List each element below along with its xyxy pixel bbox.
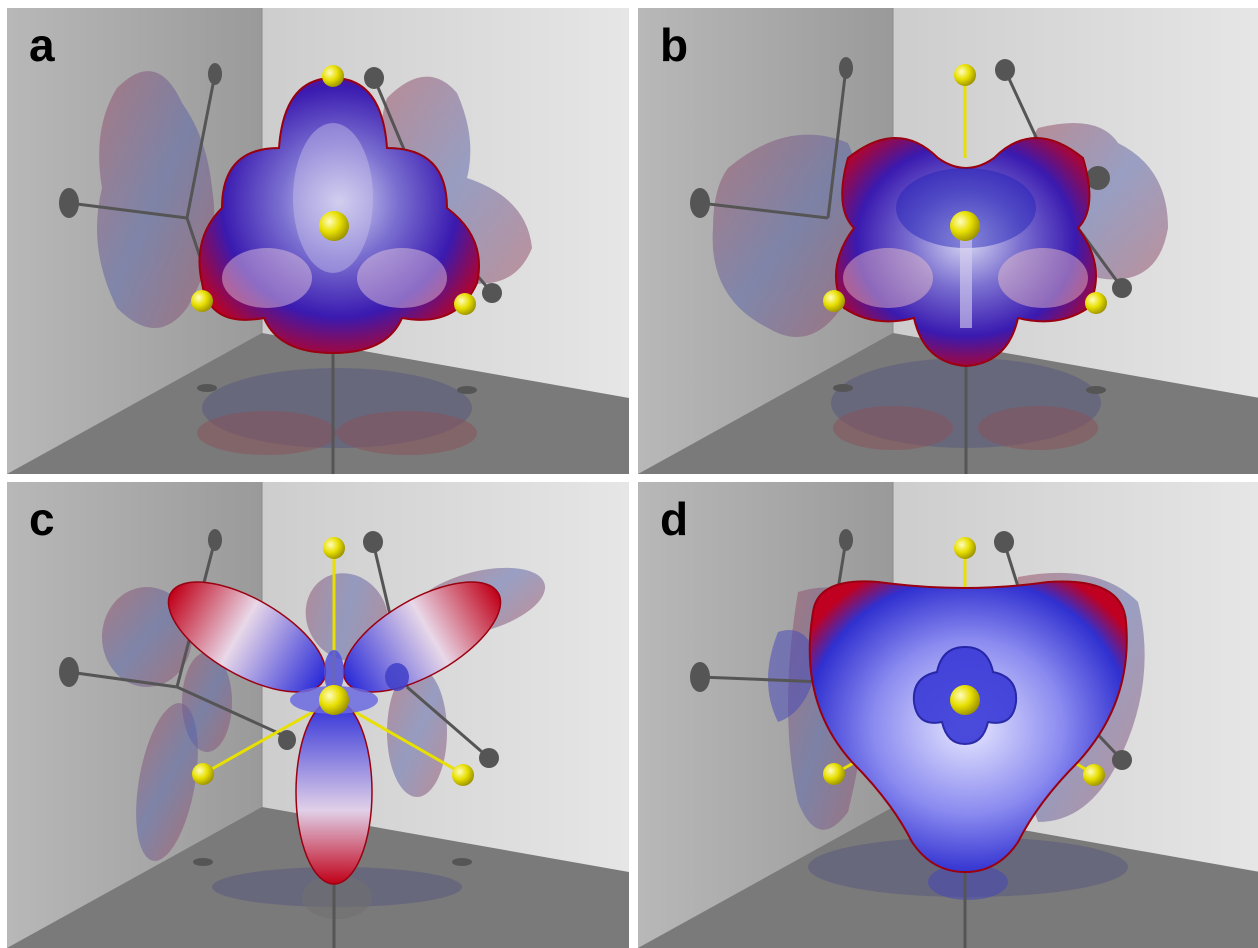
panel-a: a xyxy=(7,8,629,474)
panel-d: d xyxy=(638,482,1258,948)
panel-b: b xyxy=(638,8,1258,474)
panel-label-d: d xyxy=(660,493,689,545)
orbital-render-c xyxy=(7,482,629,948)
panel-label-c: c xyxy=(29,493,55,545)
panel-label-a: a xyxy=(29,19,55,71)
orbital-render-a xyxy=(7,8,629,474)
panel-label-b: b xyxy=(660,19,689,71)
orbital-render-b xyxy=(638,8,1258,474)
orbital-render-d xyxy=(638,482,1258,948)
panel-c: c xyxy=(7,482,629,948)
